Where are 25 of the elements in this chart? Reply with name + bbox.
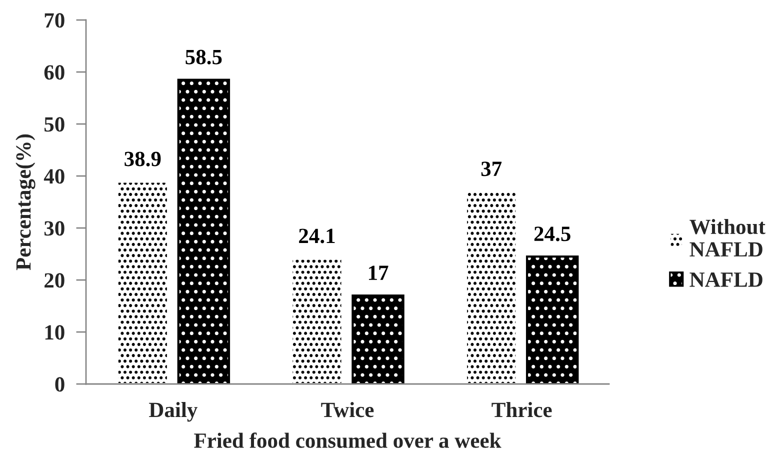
- data-label: 17: [368, 266, 388, 280]
- y-tick-label: 10: [45, 325, 64, 340]
- y-tick-label: 50: [44, 117, 64, 132]
- legend-label: Without NAFLD: [690, 218, 766, 256]
- data-label: 37: [481, 162, 502, 176]
- legend-label: NAFLD: [690, 272, 762, 287]
- y-tick-label: 0: [55, 377, 64, 392]
- data-label: 24.1: [299, 228, 335, 244]
- bar: [290, 258, 344, 384]
- bar: [177, 78, 230, 384]
- x-tick-label: Thrice: [492, 402, 552, 418]
- bar: [526, 256, 579, 384]
- x-tick-label: Twice: [321, 402, 374, 418]
- y-axis-title: Percentage(%): [16, 134, 36, 270]
- y-tick-label: 20: [44, 273, 64, 288]
- data-label: 24.5: [534, 226, 570, 242]
- y-tick-label: 40: [44, 169, 64, 184]
- bar: [352, 294, 404, 384]
- data-label: 38.9: [124, 152, 161, 166]
- data-label: 58.5: [186, 50, 222, 64]
- y-tick-label: 30: [44, 221, 64, 236]
- y-tick-label: 70: [44, 13, 64, 28]
- y-tick-label: 60: [44, 65, 64, 80]
- x-axis-title: Fried food consumed over a week: [194, 432, 502, 448]
- x-tick-label: Daily: [149, 402, 198, 422]
